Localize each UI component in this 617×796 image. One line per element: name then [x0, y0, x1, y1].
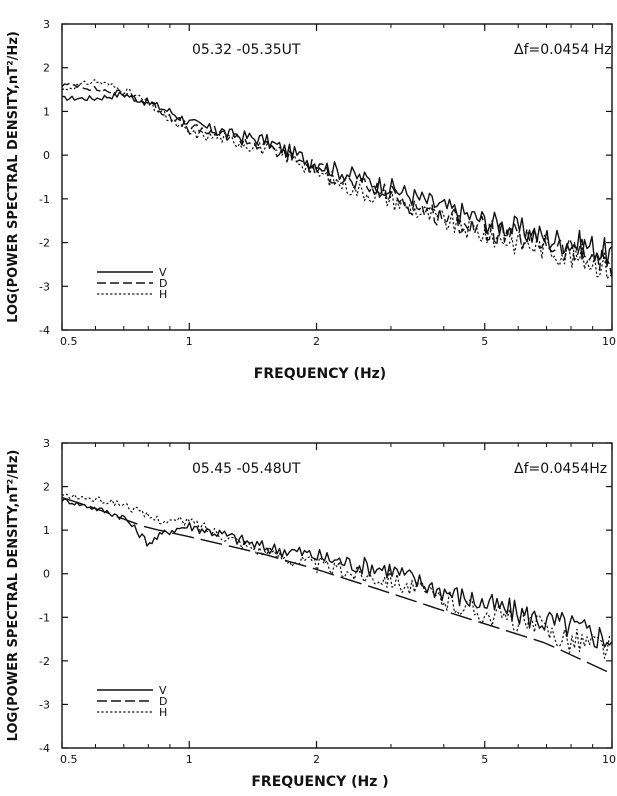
x-tick-label: 2 — [313, 335, 320, 348]
legend-label: H — [159, 706, 167, 719]
x-tick-label: 0.5 — [60, 753, 78, 766]
y-axis-label: LOG(POWER SPECTRAL DENSITY,nT²/Hz) — [6, 31, 21, 323]
y-tick-label: -4 — [39, 324, 50, 337]
y-tick-label: -4 — [39, 742, 50, 755]
x-tick-label: 0.5 — [60, 335, 78, 348]
x-tick-label: 5 — [481, 753, 488, 766]
series-line-v — [61, 498, 613, 649]
series-line-d — [61, 496, 613, 675]
series-line-v — [61, 91, 613, 267]
time-annotation: 05.32 -05.35UT — [192, 42, 301, 58]
x-tick-label: 2 — [313, 753, 320, 766]
x-tick-label: 10 — [602, 335, 616, 348]
legend-label: V — [159, 684, 167, 697]
y-tick-label: 2 — [43, 62, 50, 75]
frequency-resolution-annotation: Δf=0.0454 Hz — [514, 42, 612, 58]
x-tick-label: 10 — [602, 753, 616, 766]
y-tick-label: 3 — [43, 437, 50, 450]
plot-frame — [61, 23, 613, 331]
y-tick-label: 3 — [43, 18, 50, 31]
legend-label: H — [159, 288, 167, 301]
legend-label: D — [159, 695, 167, 708]
y-tick-label: -1 — [39, 193, 50, 206]
frequency-resolution-annotation: Δf=0.0454Hz — [514, 461, 607, 477]
y-tick-label: 1 — [43, 105, 50, 118]
plot-frame — [61, 442, 613, 749]
y-tick-label: 2 — [43, 481, 50, 494]
time-annotation: 05.45 -05.48UT — [192, 461, 301, 477]
series-line-h — [61, 79, 613, 280]
y-tick-label: -3 — [39, 280, 50, 293]
series-line-d — [61, 82, 613, 279]
legend-label: D — [159, 277, 167, 290]
series-line-h — [61, 493, 613, 659]
x-axis-label: FREQUENCY (Hz) — [254, 366, 386, 382]
chart-panel-top: 05.32 -05.35UT Δf=0.0454 Hz FREQUENCY (H… — [6, 18, 616, 382]
y-tick-label: 0 — [43, 568, 50, 581]
y-tick-label: -2 — [39, 655, 50, 668]
legend-label: V — [159, 266, 167, 279]
y-tick-label: -3 — [39, 698, 50, 711]
x-tick-label: 1 — [186, 753, 193, 766]
x-tick-label: 1 — [186, 335, 193, 348]
chart-panel-bottom: 05.45 -05.48UT Δf=0.0454Hz FREQUENCY (Hz… — [6, 437, 616, 790]
y-axis-label: LOG(POWER SPECTRAL DENSITY,nT²/Hz) — [6, 450, 21, 742]
y-tick-label: 1 — [43, 524, 50, 537]
y-tick-label: -1 — [39, 611, 50, 624]
x-axis-label: FREQUENCY (Hz ) — [251, 774, 388, 790]
y-tick-label: -2 — [39, 237, 50, 250]
x-tick-label: 5 — [481, 335, 488, 348]
y-tick-label: 0 — [43, 149, 50, 162]
